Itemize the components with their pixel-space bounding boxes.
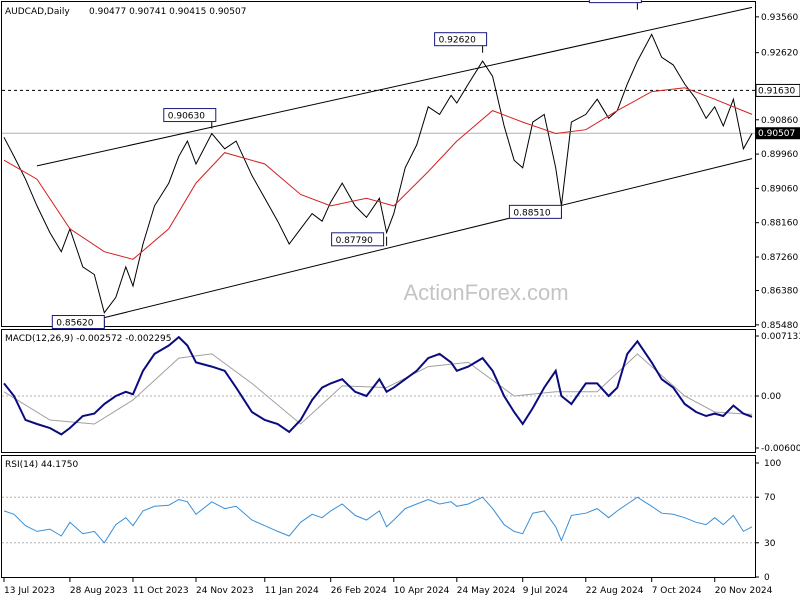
ohlc-readout: 0.90477 0.90741 0.90415 0.90507: [89, 7, 246, 17]
level-annotation-box: [51, 315, 105, 330]
rsi-title: RSI(14) 44.1750: [5, 460, 78, 470]
macd-line: [3, 335, 753, 436]
price-panel-frame: [1, 1, 756, 327]
level-annotations: 0.93750 0.92620 0.90630 0.87790 0.88510 0.856…: [51, 0, 642, 330]
rsi-panel-frame: [1, 455, 756, 578]
time-tick-label: 24 May 2024: [457, 586, 516, 596]
price-tick-label: 0.89960: [761, 150, 798, 160]
panel-borders: [1, 1, 756, 578]
time-tick-label: 24 Nov 2023: [196, 586, 254, 596]
price-tick-label: 0.89060: [761, 184, 798, 194]
resistance-label: 0.91630: [758, 86, 795, 96]
level-annotation-box: [588, 0, 642, 4]
rsi-line: [3, 496, 753, 544]
price-tick-label: 0.92620: [761, 49, 798, 59]
rsi-tick-label: 0: [764, 573, 770, 583]
time-tick-label: 20 Nov 2024: [715, 586, 773, 596]
level-annotation-box: [163, 108, 217, 123]
price-tick-label: 0.85480: [761, 321, 798, 331]
level-annotation-label: 0.85620: [56, 319, 93, 329]
price-tick-label: 0.86380: [761, 287, 798, 297]
level-annotation-box: [331, 232, 385, 247]
channel-lower-line: [104, 158, 753, 319]
level-annotation-label: 0.92620: [439, 36, 476, 46]
price-axis: 0.93560 0.92620 0.91630 0.90860 0.90507 0.899…: [755, 13, 800, 331]
macd-axis: 0.007133 0.00 -0.006003: [755, 332, 800, 454]
rsi-axis: 100 70 30 0: [755, 459, 781, 583]
level-annotation-label: 0.88510: [513, 208, 550, 218]
time-tick-label: 7 Oct 2024: [652, 586, 702, 596]
time-tick-label: 22 Aug 2024: [586, 586, 644, 596]
level-annotation-box: [508, 204, 562, 219]
rsi-tick-label: 30: [764, 539, 776, 549]
rsi-tick-label: 70: [764, 493, 776, 503]
price-tick-label: 0.90860: [761, 116, 798, 126]
macd-signal-line: [3, 353, 753, 425]
macd-title: MACD(12,26,9) -0.002572 -0.002295: [5, 334, 171, 344]
time-tick-label: 26 Feb 2024: [331, 586, 387, 596]
current-price-tag: [756, 127, 800, 140]
price-series-line: [3, 33, 753, 314]
symbol-title: AUDCAD,Daily: [5, 7, 70, 17]
time-axis: 13 Jul 2023 28 Aug 2023 11 Oct 2023 24 Nov …: [3, 577, 773, 596]
price-tick-label: 0.88160: [761, 219, 798, 229]
rsi-tick-label: 100: [764, 459, 781, 469]
time-tick-label: 28 Aug 2023: [70, 586, 128, 596]
macd-tick-label: 0.007133: [761, 332, 800, 342]
level-annotation-label: 0.90630: [168, 112, 205, 122]
level-annotation-label: 0.93750: [593, 0, 630, 3]
time-tick-label: 9 Jul 2024: [523, 586, 568, 596]
moving-average-line: [3, 87, 753, 260]
time-tick-label: 11 Oct 2023: [133, 586, 189, 596]
price-tick-label: 0.93560: [761, 13, 798, 23]
resistance-tag: [755, 83, 800, 97]
price-tick-label: 0.87260: [761, 253, 798, 263]
level-annotation-box: [434, 32, 488, 47]
time-tick-label: 10 Apr 2024: [394, 586, 450, 596]
channel-upper-line: [36, 6, 753, 167]
watermark: ActionForex.com: [403, 280, 568, 305]
time-tick-label: 11 Jan 2024: [265, 586, 319, 596]
macd-tick-label: 0.00: [761, 392, 781, 402]
macd-tick-label: -0.006003: [761, 444, 800, 454]
macd-panel-frame: [1, 329, 756, 453]
level-annotation-label: 0.87790: [336, 236, 373, 246]
current-price-label: 0.90507: [758, 129, 795, 139]
time-tick-label: 13 Jul 2023: [4, 586, 55, 596]
